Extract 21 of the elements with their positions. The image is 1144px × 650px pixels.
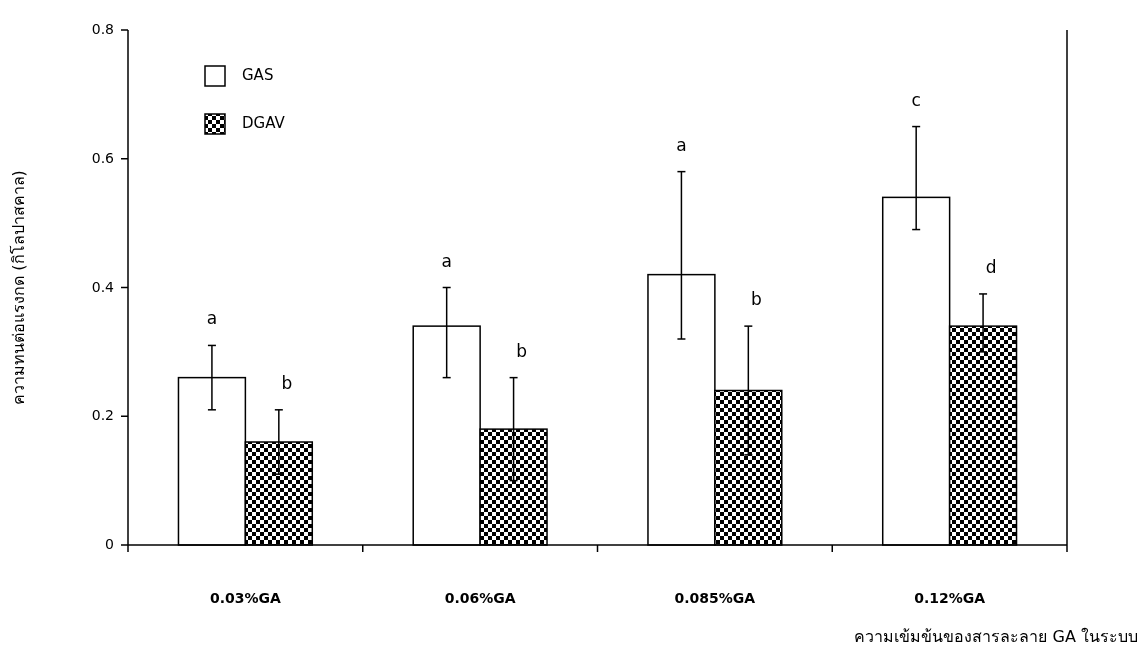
legend-label: DGAV: [242, 113, 286, 132]
annotation: b: [516, 340, 527, 361]
y-tick-label: 0.8: [91, 21, 114, 37]
x-tick-label: 0.085%GA: [674, 590, 756, 606]
x-tick-label: 0.03%GA: [209, 590, 281, 606]
y-tick-label: 0: [105, 536, 114, 552]
y-tick-label: 0.6: [91, 149, 115, 166]
annotation: a: [206, 308, 218, 329]
x-axis-title: ความเข้มข้นของสารละลาย GA ในระบบ: [854, 627, 1138, 646]
annotation: c: [911, 89, 921, 110]
legend-label: GAS: [242, 65, 274, 84]
annotation: a: [441, 250, 452, 271]
y-tick-label: 0.4: [91, 278, 115, 295]
x-tick-label: 0.12%GA: [914, 590, 986, 606]
annotation: b: [281, 372, 293, 393]
x-tick-label: 0.06%GA: [444, 590, 516, 606]
y-tick-label: 0.2: [91, 407, 114, 424]
annotation: b: [750, 289, 762, 310]
annotation: a: [676, 134, 687, 155]
annotation: d: [985, 256, 997, 277]
y-axis-title: ความทนต่อแรงกด (กิโลปาสคาล): [9, 170, 28, 405]
